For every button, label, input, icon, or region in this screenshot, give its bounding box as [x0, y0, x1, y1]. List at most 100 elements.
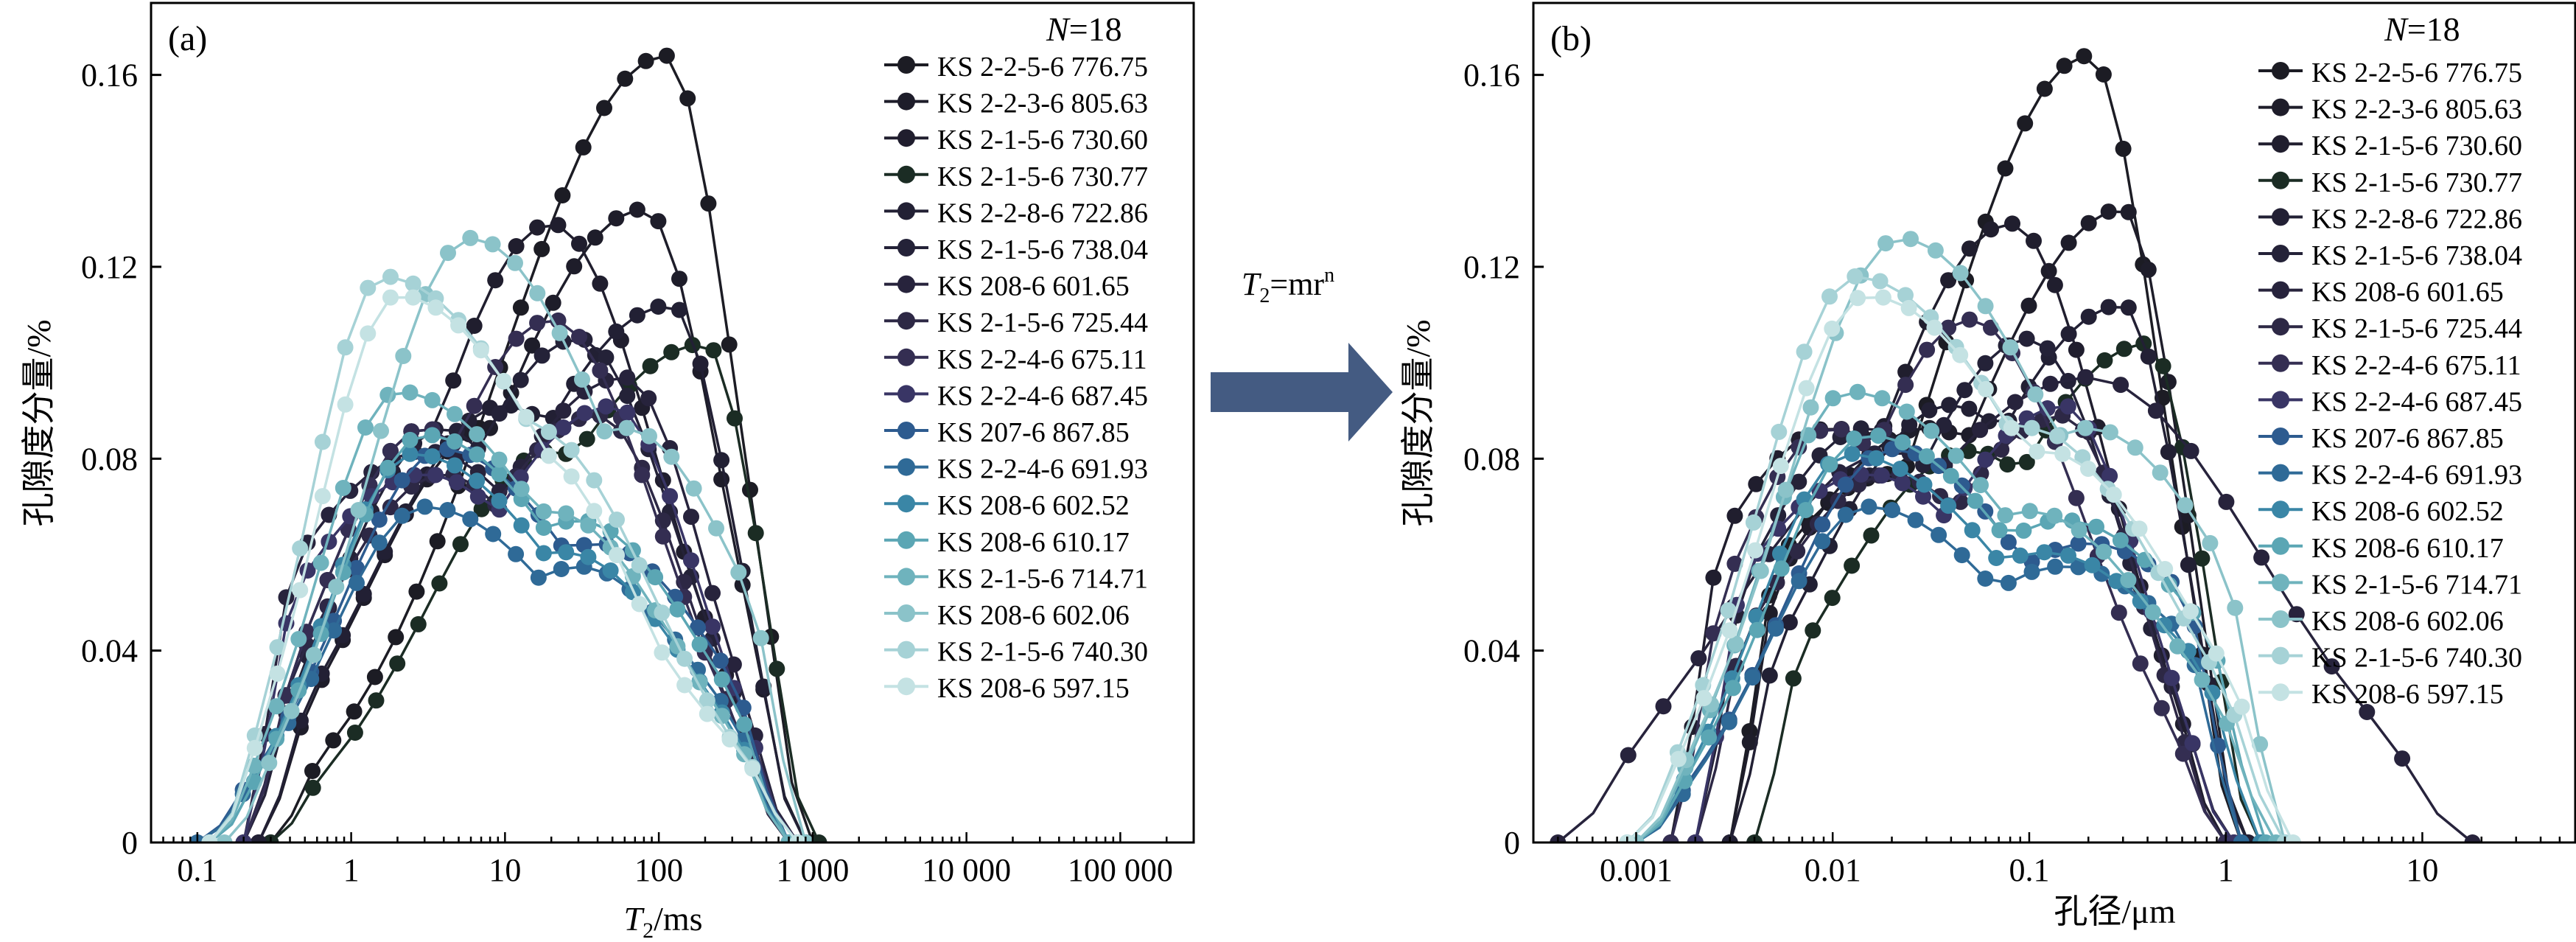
- data-point: [555, 419, 572, 436]
- data-point: [712, 652, 729, 669]
- data-point: [1837, 506, 1854, 523]
- data-point: [747, 525, 764, 542]
- data-point: [596, 423, 613, 440]
- data-point: [658, 47, 675, 64]
- data-point: [634, 467, 651, 484]
- data-point: [598, 349, 615, 366]
- legend-entry: KS 208-6 602.52: [2258, 496, 2504, 527]
- data-point: [508, 545, 525, 562]
- legend-entry: KS 208-6 602.06: [2258, 606, 2504, 637]
- legend-entry: KS 2-2-4-6 687.45: [2258, 386, 2522, 417]
- data-point: [2096, 543, 2112, 560]
- data-point: [704, 585, 721, 601]
- data-point: [1916, 476, 1933, 493]
- data-point: [314, 433, 331, 450]
- data-point: [1863, 527, 1880, 544]
- data-point: [382, 499, 399, 516]
- data-point: [692, 355, 709, 372]
- x-axis-label-b: 孔径/μm: [2054, 893, 2175, 930]
- data-point: [1964, 522, 1981, 539]
- legend-marker: [2272, 62, 2289, 80]
- data-point: [2115, 341, 2132, 357]
- data-point: [1791, 573, 1807, 590]
- legend-marker: [897, 129, 915, 147]
- data-point: [1720, 602, 1737, 618]
- data-point: [429, 533, 446, 550]
- data-point: [1918, 448, 1935, 465]
- legend-marker: [897, 275, 915, 293]
- data-point: [1781, 614, 1798, 631]
- series-18: [1619, 289, 2301, 842]
- data-point: [2233, 834, 2250, 842]
- data-point: [699, 705, 715, 722]
- data-point: [469, 488, 486, 505]
- legend-label: KS 207-6 867.85: [937, 417, 1130, 448]
- data-point: [402, 431, 419, 448]
- data-point: [431, 575, 448, 592]
- data-point: [619, 369, 636, 386]
- data-point: [366, 669, 383, 685]
- data-point: [1785, 670, 1802, 687]
- data-point: [326, 622, 343, 639]
- data-point: [721, 336, 738, 353]
- data-point: [2006, 394, 2023, 411]
- legend-label: KS 208-6 610.17: [2311, 533, 2504, 564]
- legend-entry: KS 2-2-4-6 687.45: [884, 380, 1148, 411]
- data-point: [2015, 522, 2032, 539]
- data-point: [683, 509, 699, 526]
- data-point: [2054, 445, 2071, 462]
- data-point: [2180, 557, 2197, 573]
- data-point: [752, 629, 769, 646]
- data-point: [708, 520, 724, 537]
- data-point: [1802, 399, 1819, 416]
- data-point: [1923, 422, 1940, 439]
- data-point: [1873, 467, 1890, 484]
- legend-marker: [897, 568, 915, 586]
- data-point: [1977, 355, 1994, 371]
- data-point: [744, 760, 761, 777]
- data-point: [2002, 339, 2019, 356]
- data-point: [2060, 234, 2077, 251]
- data-point: [2023, 563, 2040, 580]
- legend-marker: [2272, 500, 2289, 519]
- data-point: [705, 342, 722, 359]
- data-point: [2101, 467, 2118, 484]
- data-point: [1814, 516, 1831, 533]
- data-point: [314, 488, 331, 505]
- transform-formula: T2=mrn: [1242, 264, 1334, 307]
- data-point: [439, 502, 456, 518]
- y-tick-label: 0: [122, 825, 138, 861]
- data-point: [647, 569, 664, 586]
- data-point: [1956, 382, 1973, 399]
- data-point: [736, 716, 753, 733]
- data-point: [2140, 261, 2157, 278]
- data-point: [1749, 621, 1765, 638]
- y-tick-label: 0.16: [1463, 57, 1520, 94]
- legend-entry: KS 2-2-3-6 805.63: [884, 88, 1148, 119]
- legend-marker: [2272, 610, 2289, 628]
- data-point: [650, 299, 667, 315]
- x-tick-label: 1 000: [776, 852, 849, 888]
- data-point: [2394, 750, 2411, 767]
- data-point: [609, 512, 625, 528]
- legend-entry: KS 2-2-8-6 722.86: [884, 198, 1148, 228]
- data-point: [629, 201, 645, 218]
- data-point: [1772, 458, 1789, 475]
- data-point: [349, 574, 365, 591]
- data-point: [2084, 557, 2101, 573]
- data-point: [2155, 357, 2171, 374]
- series-16: [1628, 231, 2293, 842]
- axis-ticks-b: 0 0.04 0.08 0.12 0.16 0.001 0.01 0.1 1 10: [1463, 57, 2576, 888]
- y-tick-label: 0.12: [81, 249, 138, 285]
- data-point: [1726, 507, 1743, 524]
- data-point: [1900, 299, 1917, 316]
- data-point: [452, 536, 469, 553]
- data-point: [685, 480, 702, 497]
- data-point: [2108, 573, 2125, 590]
- data-point: [393, 472, 410, 489]
- data-point: [2036, 544, 2053, 561]
- data-point: [1705, 625, 1722, 642]
- data-point: [1773, 560, 1790, 577]
- data-point: [2060, 547, 2076, 564]
- legend-marker: [2272, 354, 2289, 372]
